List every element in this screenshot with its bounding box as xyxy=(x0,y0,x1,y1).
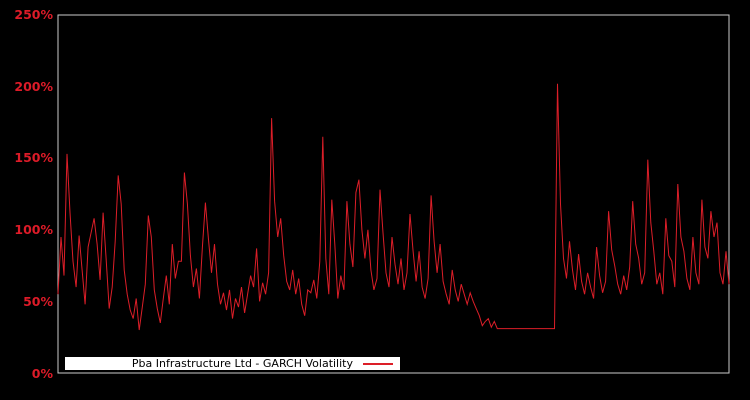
volatility-series-line xyxy=(57,83,730,331)
y-axis-label-150: 150% xyxy=(14,150,53,165)
plot-border xyxy=(57,14,730,374)
legend-label: Pba Infrastructure Ltd - GARCH Volatilit… xyxy=(131,356,353,370)
y-axis-label-250: 250% xyxy=(14,7,53,22)
y-axis-label-50: 50% xyxy=(23,294,53,309)
y-axis-label-0: 0% xyxy=(31,366,53,381)
y-axis-label-200: 200% xyxy=(14,79,53,94)
legend-line-sample-icon xyxy=(363,362,393,365)
legend: Pba Infrastructure Ltd - GARCH Volatilit… xyxy=(65,357,400,370)
y-axis-label-100: 100% xyxy=(14,222,53,237)
